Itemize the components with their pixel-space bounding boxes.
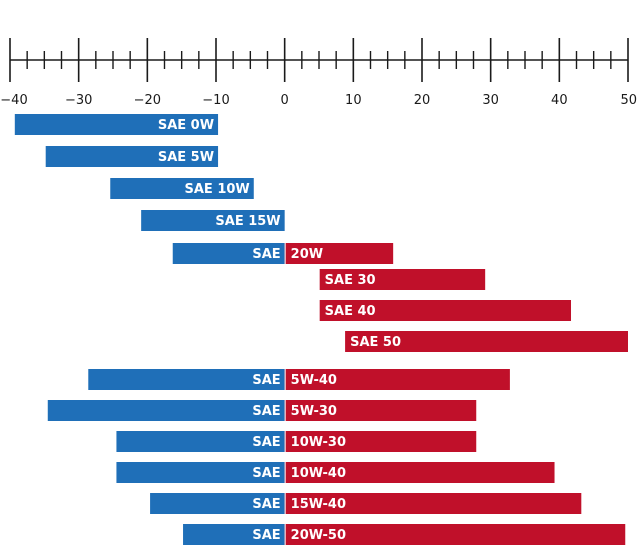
bar-label: SAE 0W bbox=[158, 118, 214, 133]
cold-range-segment bbox=[45, 146, 219, 167]
bar-label: SAE 5W bbox=[158, 150, 214, 165]
bar-label: SAE 10W bbox=[185, 182, 250, 197]
bar-label-suffix: 10W-40 bbox=[291, 466, 346, 481]
hot-range-segment bbox=[284, 243, 394, 264]
x-tick-label: 20 bbox=[414, 93, 431, 108]
oil-grade-bar: SAE 5W-40 bbox=[88, 369, 510, 390]
bar-label-prefix: SAE bbox=[252, 404, 280, 419]
bar-label-prefix: SAE bbox=[252, 373, 280, 388]
hot-range-segment bbox=[284, 493, 582, 514]
cold-range-segment bbox=[150, 493, 285, 514]
bar-label-prefix: SAE bbox=[252, 247, 280, 262]
oil-grade-bar: SAE 20W bbox=[172, 243, 394, 264]
cold-range-segment bbox=[116, 431, 285, 452]
hot-range-segment bbox=[284, 369, 510, 390]
bar-label-suffix: 20W-50 bbox=[291, 528, 346, 543]
oil-grade-bar: SAE 5W bbox=[45, 146, 219, 167]
bar-label: SAE 40 bbox=[325, 304, 376, 319]
hot-range-segment bbox=[319, 269, 486, 290]
oil-grade-bar: SAE 30 bbox=[319, 269, 486, 290]
cold-range-segment bbox=[183, 524, 285, 545]
bar-label: SAE 30 bbox=[325, 273, 376, 288]
hot-range-segment bbox=[284, 431, 477, 452]
bar-label-prefix: SAE bbox=[252, 466, 280, 481]
hot-range-segment bbox=[284, 400, 477, 421]
oil-grade-bar: SAE 40 bbox=[319, 300, 572, 321]
hot-range-segment bbox=[345, 331, 628, 352]
cold-range-segment bbox=[172, 243, 285, 264]
x-tick-label: −20 bbox=[134, 93, 161, 108]
oil-grade-bar: SAE 10W-30 bbox=[116, 431, 477, 452]
cold-range-segment bbox=[110, 178, 254, 199]
oil-grade-bar: SAE 5W-30 bbox=[47, 400, 477, 421]
cold-range-segment bbox=[141, 210, 285, 231]
bar-label-suffix: 5W-30 bbox=[291, 404, 337, 419]
oil-grade-bar: SAE 0W bbox=[14, 114, 219, 135]
bar-label-suffix: 20W bbox=[291, 247, 323, 262]
x-tick-label: 10 bbox=[345, 93, 362, 108]
bar-label-prefix: SAE bbox=[252, 528, 280, 543]
bar-label-suffix: 15W-40 bbox=[291, 497, 346, 512]
cold-range-segment bbox=[88, 369, 285, 390]
oil-grade-bar: SAE 50 bbox=[345, 331, 628, 352]
oil-grade-bar: SAE 20W-50 bbox=[183, 524, 626, 545]
bar-label-suffix: 10W-30 bbox=[291, 435, 346, 450]
oil-grade-bar: SAE 15W bbox=[141, 210, 285, 231]
bar-label-prefix: SAE bbox=[252, 435, 280, 450]
x-tick-label: 0 bbox=[281, 93, 289, 108]
x-tick-label: 40 bbox=[551, 93, 568, 108]
x-tick-label: −10 bbox=[202, 93, 229, 108]
cold-range-segment bbox=[14, 114, 219, 135]
cold-range-segment bbox=[116, 462, 285, 483]
cold-range-segment bbox=[47, 400, 285, 421]
bar-label-prefix: SAE bbox=[252, 497, 280, 512]
hot-range-segment bbox=[319, 300, 572, 321]
x-tick-label: 50 bbox=[620, 93, 637, 108]
x-tick-label: 30 bbox=[482, 93, 499, 108]
x-tick-label: −40 bbox=[0, 93, 27, 108]
hot-range-segment bbox=[284, 462, 555, 483]
oil-grade-bar: SAE 10W bbox=[110, 178, 254, 199]
bar-label: SAE 50 bbox=[350, 335, 401, 350]
bar-label-suffix: 5W-40 bbox=[291, 373, 337, 388]
hot-range-segment bbox=[284, 524, 626, 545]
x-tick-labels: −40 −30 −20 −10 0 10 20 30 40 50 bbox=[0, 93, 637, 108]
x-axis bbox=[9, 38, 629, 82]
oil-grade-bar: SAE 15W-40 bbox=[150, 493, 582, 514]
oil-grade-bar: SAE 10W-40 bbox=[116, 462, 555, 483]
bar-label: SAE 15W bbox=[215, 214, 280, 229]
x-tick-label: −30 bbox=[65, 93, 92, 108]
